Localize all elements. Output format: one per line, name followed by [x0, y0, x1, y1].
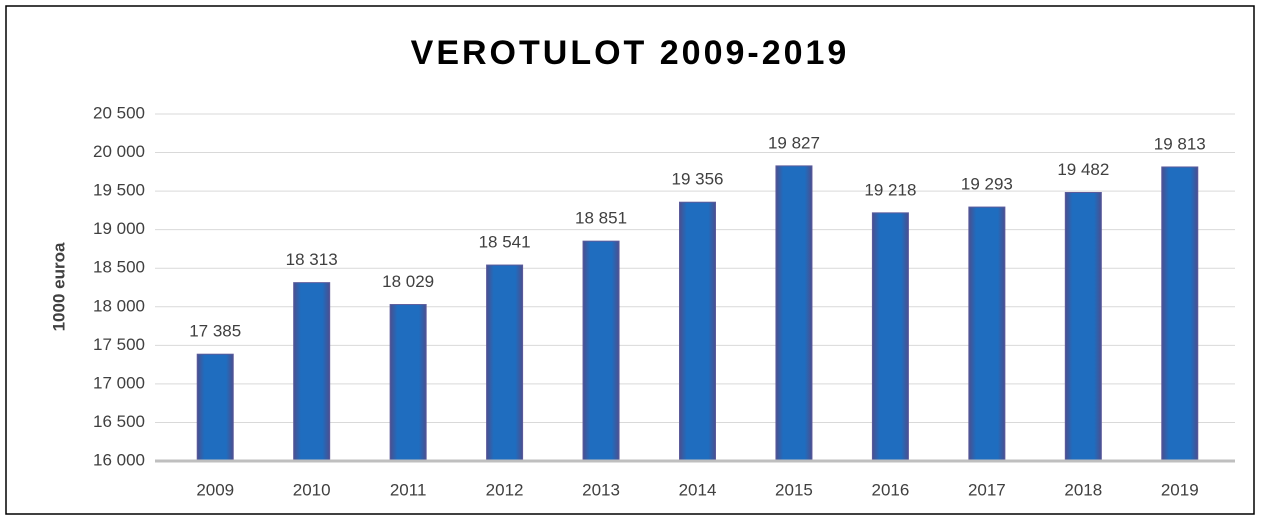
- x-tick-label: 2013: [582, 480, 620, 499]
- y-tick-label: 16 500: [93, 412, 145, 431]
- y-tick-label: 18 500: [93, 258, 145, 277]
- y-tick-label: 18 000: [93, 296, 145, 315]
- y-tick-label: 17 500: [93, 335, 145, 354]
- bar: [1064, 191, 1102, 462]
- bar: [389, 304, 427, 462]
- data-label: 19 482: [1057, 160, 1109, 179]
- bar: [679, 201, 716, 462]
- data-label: 19 356: [672, 170, 724, 189]
- y-axis-label: 1000 euroa: [49, 242, 68, 331]
- x-tick-label: 2014: [679, 480, 717, 499]
- x-tick-label: 2017: [968, 480, 1006, 499]
- bar: [196, 353, 234, 462]
- data-label: 18 851: [575, 209, 627, 228]
- y-tick-label: 19 500: [93, 181, 145, 200]
- x-tick-label: 2019: [1161, 480, 1199, 499]
- data-label: 19 293: [961, 175, 1013, 194]
- x-tick-label: 2016: [871, 480, 909, 499]
- data-label: 18 541: [479, 233, 531, 252]
- bar: [582, 240, 620, 462]
- data-label: 17 385: [189, 322, 241, 341]
- bar: [968, 206, 1006, 462]
- x-tick-label: 2015: [775, 480, 813, 499]
- x-tick-label: 2011: [390, 480, 427, 499]
- y-tick-label: 20 500: [93, 103, 145, 122]
- data-label: 18 029: [382, 272, 434, 291]
- data-label: 19 813: [1154, 134, 1206, 153]
- data-label: 18 313: [286, 250, 338, 269]
- bar: [1161, 166, 1199, 462]
- bar: [486, 264, 524, 462]
- bar: [293, 282, 331, 462]
- y-tick-label: 19 000: [93, 219, 145, 238]
- data-label: 19 218: [864, 180, 916, 199]
- data-label: 19 827: [768, 133, 820, 152]
- y-tick-label: 20 000: [93, 142, 145, 161]
- x-tick-label: 2010: [293, 480, 331, 499]
- bar: [871, 212, 909, 462]
- chart-title: VEROTULOT 2009-2019: [411, 34, 850, 72]
- y-tick-label: 17 000: [93, 373, 145, 392]
- x-tick-label: 2012: [486, 480, 524, 499]
- x-tick-label: 2018: [1064, 480, 1102, 499]
- x-tick-label: 2009: [196, 480, 234, 499]
- bar: [775, 165, 813, 462]
- y-tick-label: 16 000: [93, 450, 145, 469]
